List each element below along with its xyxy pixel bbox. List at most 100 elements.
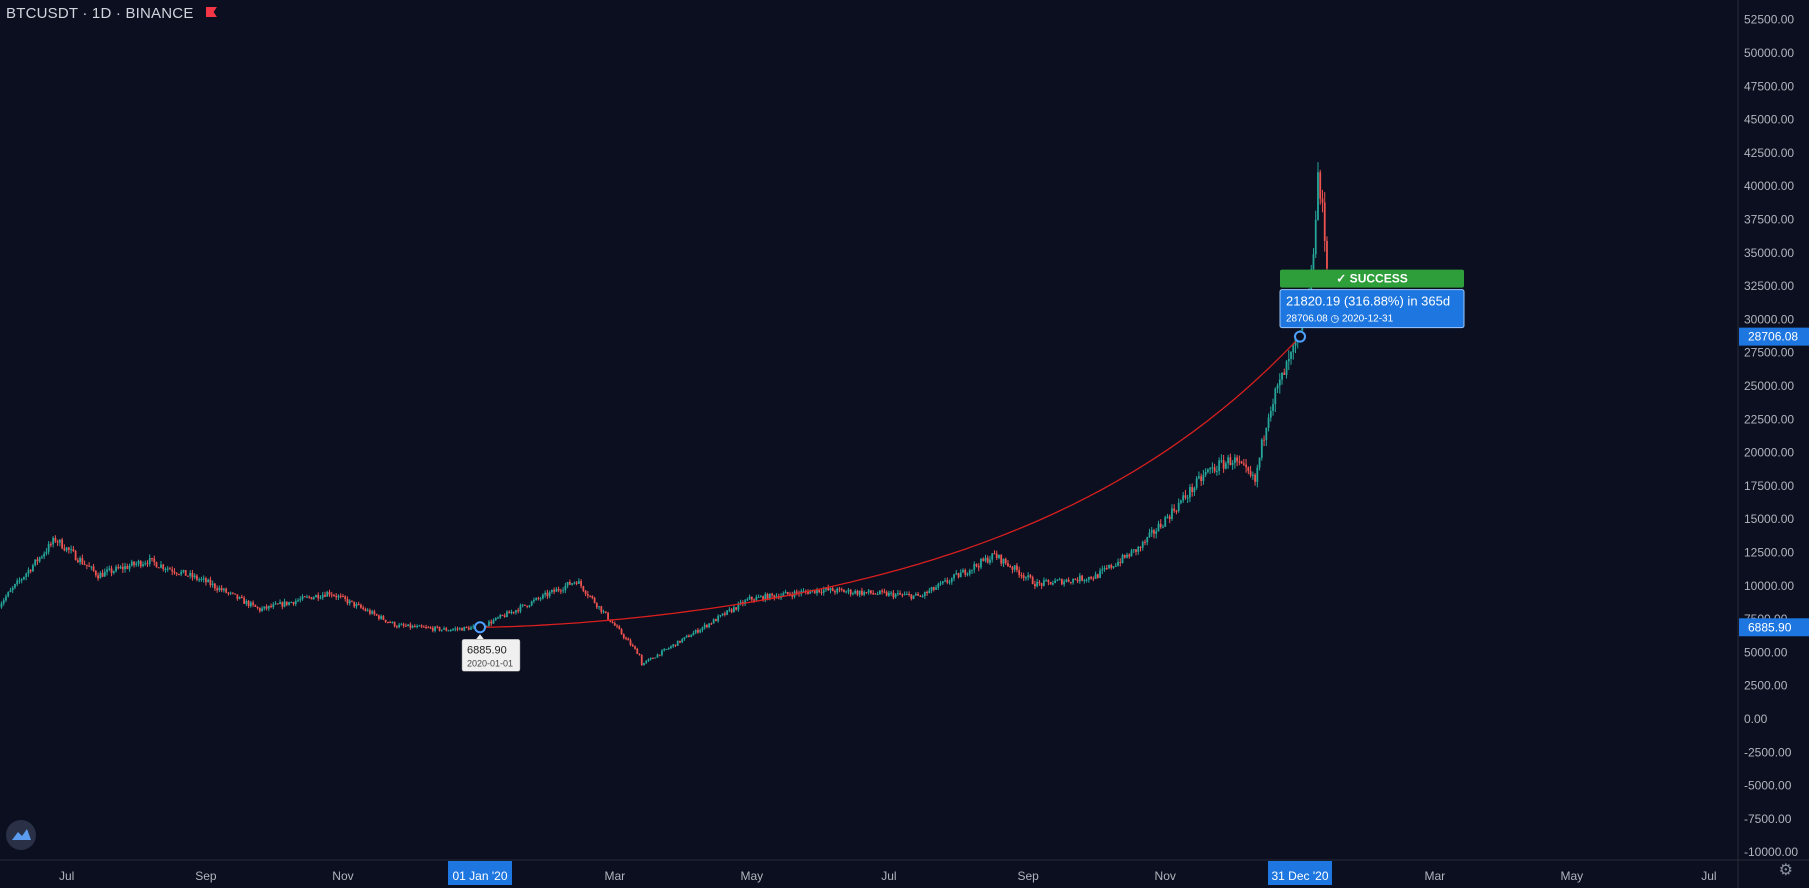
candle-body xyxy=(786,592,789,595)
candle-body xyxy=(991,553,994,560)
candle-body xyxy=(128,565,131,569)
candle-body xyxy=(447,630,450,632)
start-point-marker[interactable] xyxy=(474,621,486,634)
candle-body xyxy=(52,537,55,545)
candle-body xyxy=(1281,372,1283,380)
flag-icon[interactable] xyxy=(205,7,217,17)
candle-body xyxy=(108,568,111,570)
candle-body xyxy=(872,593,875,595)
candle-body xyxy=(914,593,917,596)
candle-body xyxy=(652,657,654,659)
candle-body xyxy=(771,593,773,596)
candle-body xyxy=(847,589,850,592)
start-date-text: 2020-01-01 xyxy=(467,658,513,668)
candle-body xyxy=(986,557,989,563)
candle-body xyxy=(245,600,248,604)
candle-body xyxy=(301,596,304,600)
candle-body xyxy=(265,606,268,609)
candle-body xyxy=(18,580,21,582)
candle-body xyxy=(852,593,854,595)
candle-body xyxy=(1144,541,1146,543)
candle-body xyxy=(759,596,762,598)
candle-body xyxy=(330,594,333,596)
candle-body xyxy=(1069,581,1072,583)
candle-body xyxy=(820,591,823,593)
candle-body xyxy=(912,595,915,599)
candle-body xyxy=(896,593,899,595)
candle-body xyxy=(371,611,374,614)
end-point-marker[interactable] xyxy=(1294,330,1307,343)
candle-body xyxy=(753,599,755,601)
candle-body xyxy=(640,655,643,666)
time-axis[interactable]: Jul Sep Nov 01 Jan '20 Mar May Jul Sep Nov 31 Dec… xyxy=(59,861,1717,885)
candle-body xyxy=(306,596,308,598)
candle-body xyxy=(1153,530,1155,534)
candle-body xyxy=(1047,580,1050,582)
candle-body xyxy=(1290,352,1292,359)
candle-body xyxy=(948,581,951,583)
candle-body xyxy=(90,566,93,568)
candle-body xyxy=(928,590,931,593)
candle-body xyxy=(38,557,41,562)
candle-body xyxy=(584,590,587,595)
candle-body xyxy=(1164,517,1167,527)
candle-body xyxy=(681,639,684,643)
price-tick-label: 27500.00 xyxy=(1744,346,1794,360)
candle-body xyxy=(1155,531,1158,534)
candle-body xyxy=(982,558,985,561)
candle-body xyxy=(989,559,991,563)
candle-body xyxy=(36,559,39,562)
candle-body xyxy=(546,592,549,597)
candle-body xyxy=(533,599,535,602)
time-tick-label: May xyxy=(741,869,764,883)
candle-body xyxy=(1051,583,1054,585)
candle-body xyxy=(270,605,272,607)
candle-body xyxy=(328,592,331,595)
candle-body xyxy=(178,573,180,575)
candle-body xyxy=(548,592,551,597)
candle-body xyxy=(739,602,742,604)
candle-body xyxy=(1150,530,1153,533)
candle-body xyxy=(840,589,843,591)
candle-body xyxy=(202,578,205,580)
candle-body xyxy=(1002,558,1005,564)
candle-body xyxy=(905,593,908,595)
candle-body xyxy=(20,579,23,581)
candle-body xyxy=(524,604,526,606)
candle-body xyxy=(757,596,760,598)
tradingview-logo-icon[interactable] xyxy=(6,820,36,850)
settings-gear-icon[interactable]: ⚙ xyxy=(1778,862,1793,879)
candle-body xyxy=(436,626,439,628)
candle-body xyxy=(32,565,34,572)
candle-body xyxy=(254,604,257,607)
candle-body xyxy=(1092,578,1095,580)
candle-body xyxy=(151,558,153,560)
candle-body xyxy=(74,550,77,561)
price-tick-label: 52500.00 xyxy=(1744,13,1794,27)
candle-body xyxy=(72,549,75,551)
candle-body xyxy=(854,590,857,594)
candle-body xyxy=(813,589,816,594)
time-tick-label: Jul xyxy=(881,869,896,883)
candle-body xyxy=(535,597,538,600)
change-text: 21820.19 (316.88%) in 365d xyxy=(1286,294,1450,309)
candle-body xyxy=(485,625,488,627)
candle-body xyxy=(1018,570,1021,576)
start-price-tag-text: 6885.90 xyxy=(1748,620,1792,634)
price-tick-label: 10000.00 xyxy=(1744,579,1794,593)
price-axis[interactable]: 52500.00 50000.00 47500.00 45000.00 42500.00… xyxy=(1744,13,1798,860)
candle-body xyxy=(342,596,344,598)
candle-body xyxy=(465,626,468,628)
candle-body xyxy=(1146,537,1149,543)
symbol-header[interactable]: BTCUSDT · 1D · BINANCE xyxy=(6,5,217,22)
candle-body xyxy=(429,627,432,629)
time-tick-label: May xyxy=(1561,869,1584,883)
candle-body xyxy=(346,598,349,604)
candle-body xyxy=(1000,554,1003,564)
candle-body xyxy=(99,572,102,579)
candle-body xyxy=(63,548,66,551)
candle-body xyxy=(728,609,731,611)
candle-body xyxy=(353,601,356,607)
measurement-annotations: 28706.08 6885.90 6885.90 2020-01-01 ✓ SUCCES… xyxy=(461,269,1809,672)
